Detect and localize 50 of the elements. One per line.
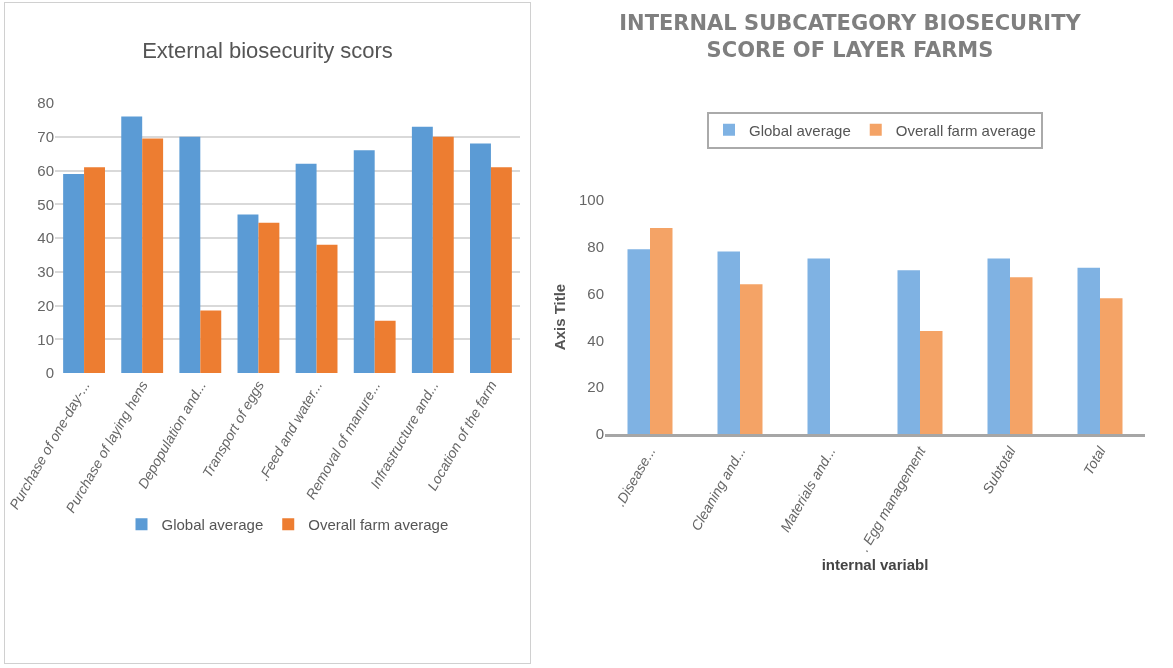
bar [897, 270, 920, 434]
y-tick-label: 10 [37, 330, 54, 348]
bar [920, 331, 943, 434]
bar [717, 251, 740, 434]
bar [63, 173, 85, 373]
bar [627, 249, 650, 434]
bar [374, 320, 396, 373]
chart-title: External biosecurity scors [142, 38, 393, 63]
bar [1100, 298, 1123, 434]
bar [1077, 267, 1100, 434]
bar [740, 284, 763, 434]
y-tick-label: 100 [578, 191, 604, 209]
bar [179, 136, 201, 373]
bar [432, 136, 454, 373]
y-tick-label: 20 [37, 296, 54, 314]
bar [316, 244, 338, 373]
x-axis-title: internal variabl [821, 556, 929, 574]
y-tick-label: 60 [37, 161, 54, 179]
bar [411, 126, 433, 373]
legend-label: Overall farm average [895, 121, 1036, 139]
y-tick-label: 40 [37, 229, 54, 247]
bar [470, 143, 491, 373]
chart-title: INTERNAL SUBCATEGORY BIOSECURITY SCORE OF LAYER FARMS [619, 10, 1082, 63]
bar [258, 222, 280, 373]
y-axis-title: Axis Title [551, 283, 568, 351]
y-tick-label: 40 [587, 331, 604, 349]
legend-label: Overall farm average [308, 516, 449, 534]
y-tick-label: 70 [37, 128, 54, 145]
bar [295, 163, 317, 373]
y-tick-label: 80 [587, 238, 604, 256]
bar [237, 214, 259, 373]
bar [84, 167, 105, 373]
y-tick-label: 0 [45, 364, 54, 382]
y-tick-label: 50 [37, 195, 54, 213]
bar [200, 310, 222, 373]
bar [807, 258, 830, 434]
bar [1010, 277, 1033, 434]
bar [490, 167, 512, 373]
y-tick-label: 60 [587, 284, 604, 302]
y-tick-label: 30 [37, 263, 54, 280]
legend-label: Global average [749, 121, 851, 139]
bar [142, 138, 164, 373]
bar [121, 116, 143, 373]
bar [650, 228, 673, 434]
y-tick-label: 80 [37, 94, 54, 112]
y-tick-label: 0 [595, 425, 604, 443]
y-tick-label: 20 [587, 378, 604, 396]
legend-label: Global average [161, 516, 264, 534]
bar [353, 150, 375, 373]
bar [987, 258, 1010, 434]
